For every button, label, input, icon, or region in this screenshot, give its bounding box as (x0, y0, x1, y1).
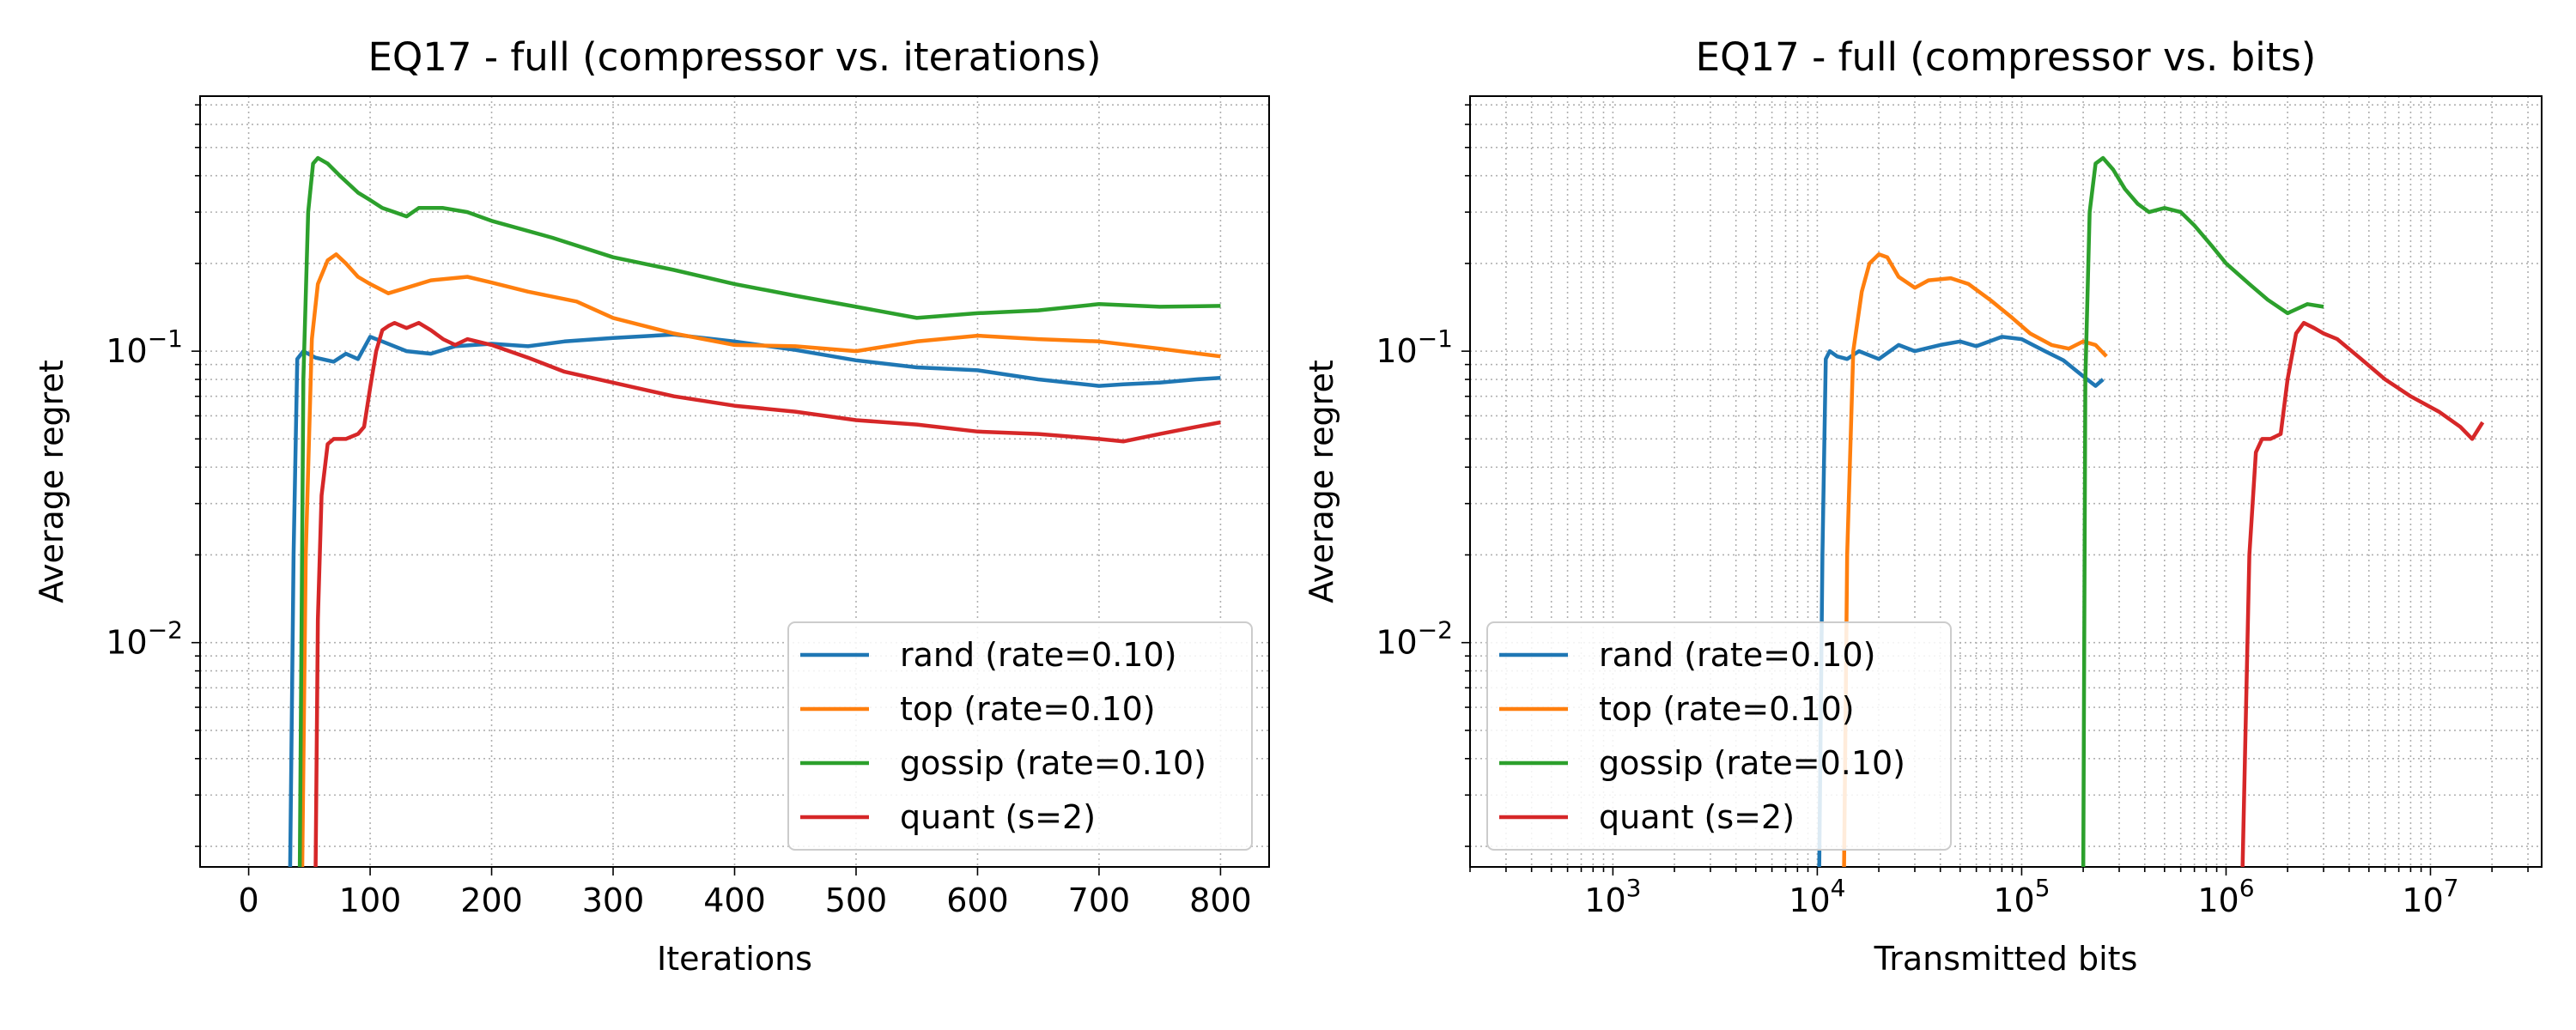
legend-entry: rand (rate=0.10) (1599, 636, 1875, 674)
legend-box (1486, 621, 1952, 851)
legend-entry: quant (s=2) (900, 798, 1096, 836)
y-tick-label: 10−2 (106, 616, 183, 662)
x-tick-label: 300 (582, 882, 645, 919)
chart-title: EQ17 - full (compressor vs. bits) (1696, 34, 2317, 80)
legend-entry: rand (rate=0.10) (900, 636, 1176, 674)
x-tick-label: 700 (1068, 882, 1131, 919)
plot-frame (199, 95, 1270, 868)
y-tick-label: 10−1 (106, 324, 183, 370)
chart-panel-1: rand (rate=0.10) top (rate=0.10) gossip (r… (191, 95, 1270, 876)
x-tick-label: 100 (339, 882, 402, 919)
legend-entry: top (rate=0.10) (1599, 690, 1855, 728)
x-tick-label: 105 (1993, 874, 2050, 919)
x-tick-label: 200 (460, 882, 523, 919)
x-tick-label: 103 (1584, 874, 1641, 919)
series-line-2 (300, 252, 1221, 867)
legend-entry: gossip (rate=0.10) (1599, 744, 1905, 782)
x-axis-label: Transmitted bits (1874, 940, 2138, 978)
x-tick-label: 400 (703, 882, 766, 919)
y-axis-label: Average regret (1303, 360, 1340, 603)
x-tick-label: 600 (946, 882, 1009, 919)
grid-lines (1469, 96, 2542, 867)
chart-panel-2: rand (rate=0.10) top (rate=0.10) gossip (r… (1461, 95, 2543, 876)
series-line-1 (1817, 335, 2105, 867)
legend-entry: gossip (rate=0.10) (900, 744, 1206, 782)
x-axis-label: Iterations (657, 940, 812, 978)
x-tick-label: 106 (2197, 874, 2254, 919)
chart-title: EQ17 - full (compressor vs. iterations) (368, 34, 1101, 80)
series-line-4 (2240, 320, 2485, 867)
series-line-1 (288, 332, 1221, 867)
series-line-3 (2081, 155, 2324, 867)
series-line-4 (313, 320, 1221, 867)
legend-entry: quant (s=2) (1599, 798, 1795, 836)
x-tick-label: 0 (238, 882, 258, 919)
x-tick-label: 500 (825, 882, 888, 919)
y-axis-label: Average regret (33, 360, 70, 603)
legend: rand (rate=0.10) top (rate=0.10) gossip (r… (1486, 621, 1952, 851)
legend-entry: top (rate=0.10) (900, 690, 1156, 728)
series-line-2 (1842, 252, 2108, 867)
x-tick-label: 800 (1189, 882, 1252, 919)
y-tick-label: 10−2 (1376, 616, 1453, 662)
x-tick-label: 104 (1789, 874, 1845, 919)
plot-frame (1469, 95, 2543, 868)
legend-box (787, 621, 1253, 851)
x-tick-label: 107 (2402, 874, 2458, 919)
series-line-3 (297, 155, 1221, 867)
legend: rand (rate=0.10) top (rate=0.10) gossip (r… (787, 621, 1253, 851)
y-tick-label: 10−1 (1376, 324, 1453, 370)
